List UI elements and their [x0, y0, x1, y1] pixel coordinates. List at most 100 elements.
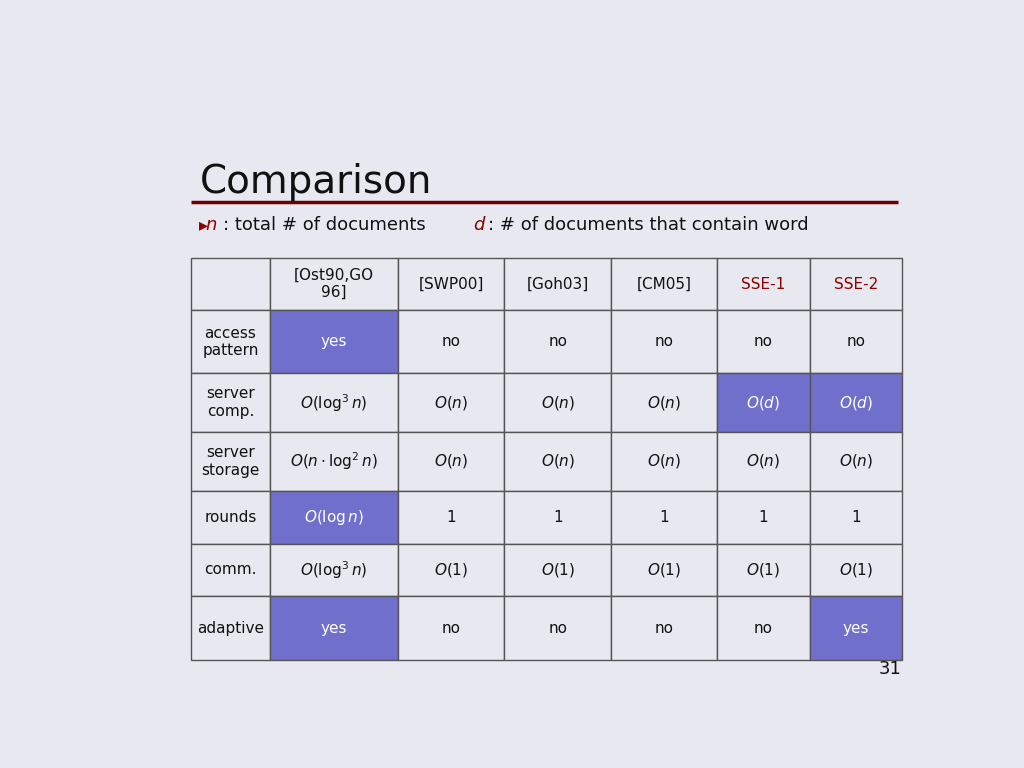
Text: $O(\log^3 n)$: $O(\log^3 n)$ [300, 559, 368, 581]
Bar [718, 596, 810, 660]
Text: SSE-2: SSE-2 [834, 276, 878, 292]
Text: $O(d)$: $O(d)$ [839, 394, 872, 412]
Text: 31: 31 [879, 660, 902, 677]
Bar [505, 432, 611, 491]
Bar [810, 491, 902, 544]
Text: $O(1)$: $O(1)$ [746, 561, 780, 579]
Text: $O(d)$: $O(d)$ [746, 394, 780, 412]
Bar [397, 258, 505, 310]
Bar [191, 596, 269, 660]
Bar [505, 596, 611, 660]
Text: $O(n)$: $O(n)$ [541, 452, 574, 471]
Bar [810, 258, 902, 310]
Text: $O(1)$: $O(1)$ [839, 561, 872, 579]
Text: SSE-1: SSE-1 [741, 276, 785, 292]
Text: 1: 1 [553, 510, 562, 525]
Text: [Ost90,GO
96]: [Ost90,GO 96] [294, 268, 374, 300]
Text: $O(\log^3 n)$: $O(\log^3 n)$ [300, 392, 368, 413]
Bar [718, 432, 810, 491]
Text: [Goh03]: [Goh03] [526, 276, 589, 292]
Bar [611, 373, 718, 432]
Text: : # of documents that contain word: : # of documents that contain word [487, 217, 808, 234]
Text: 1: 1 [851, 510, 860, 525]
Bar [505, 544, 611, 596]
Text: 1: 1 [446, 510, 456, 525]
Text: $O(1)$: $O(1)$ [541, 561, 574, 579]
Text: $O(n)$: $O(n)$ [839, 452, 872, 471]
Bar [269, 432, 397, 491]
Text: 1: 1 [759, 510, 768, 525]
Text: [CM05]: [CM05] [637, 276, 691, 292]
Bar [191, 544, 269, 596]
Text: access
pattern: access pattern [203, 326, 259, 358]
Text: no: no [654, 621, 674, 636]
Text: comm.: comm. [205, 562, 257, 578]
Text: $O(n)$: $O(n)$ [746, 452, 780, 471]
Text: no: no [548, 334, 567, 349]
Text: $O(n)$: $O(n)$ [541, 394, 574, 412]
Text: $O(n)$: $O(n)$ [647, 394, 681, 412]
Bar [611, 544, 718, 596]
Bar [505, 373, 611, 432]
Bar [191, 432, 269, 491]
Bar [810, 310, 902, 373]
Text: no: no [441, 334, 461, 349]
Bar [810, 596, 902, 660]
Bar [718, 373, 810, 432]
Bar [718, 491, 810, 544]
Bar [810, 432, 902, 491]
Bar [718, 544, 810, 596]
Text: n: n [206, 217, 217, 234]
Text: adaptive: adaptive [197, 621, 264, 636]
Bar [505, 491, 611, 544]
Text: $O(n)$: $O(n)$ [647, 452, 681, 471]
Text: no: no [548, 621, 567, 636]
Text: d: d [473, 217, 484, 234]
Text: no: no [654, 334, 674, 349]
Bar [269, 596, 397, 660]
Text: $O(1)$: $O(1)$ [647, 561, 681, 579]
Text: no: no [846, 334, 865, 349]
Text: rounds: rounds [205, 510, 257, 525]
Text: no: no [754, 334, 773, 349]
Text: yes: yes [321, 334, 347, 349]
Bar [718, 258, 810, 310]
Text: 1: 1 [659, 510, 669, 525]
Bar [718, 310, 810, 373]
Bar [269, 310, 397, 373]
Text: server
storage: server storage [202, 445, 260, 478]
Bar [810, 544, 902, 596]
Text: no: no [754, 621, 773, 636]
Bar [397, 544, 505, 596]
Text: $O(1)$: $O(1)$ [434, 561, 468, 579]
Text: yes: yes [843, 621, 869, 636]
Bar [191, 491, 269, 544]
Text: $O(n)$: $O(n)$ [434, 394, 468, 412]
Bar [397, 596, 505, 660]
Text: : total # of documents: : total # of documents [223, 217, 426, 234]
Bar [269, 544, 397, 596]
Bar [611, 491, 718, 544]
Bar [191, 258, 269, 310]
Bar [611, 432, 718, 491]
Bar [191, 373, 269, 432]
Bar [191, 310, 269, 373]
Text: [SWP00]: [SWP00] [419, 276, 483, 292]
Bar [397, 432, 505, 491]
Bar [611, 310, 718, 373]
Bar [269, 491, 397, 544]
Text: no: no [441, 621, 461, 636]
Bar [397, 373, 505, 432]
Bar [269, 373, 397, 432]
Bar [611, 596, 718, 660]
Text: server
comp.: server comp. [206, 386, 255, 419]
Bar [810, 373, 902, 432]
Text: Comparison: Comparison [200, 163, 432, 201]
Text: $O(\log n)$: $O(\log n)$ [304, 508, 364, 527]
Bar [611, 258, 718, 310]
Text: yes: yes [321, 621, 347, 636]
Bar [505, 258, 611, 310]
Bar [397, 491, 505, 544]
Bar [397, 310, 505, 373]
Text: $O(n)$: $O(n)$ [434, 452, 468, 471]
